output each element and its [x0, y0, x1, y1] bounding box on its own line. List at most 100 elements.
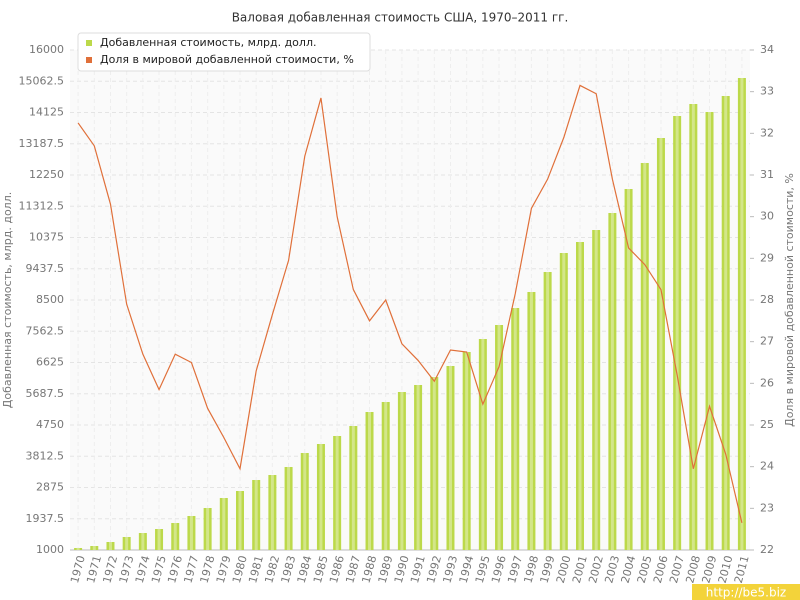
line	[77, 84, 743, 524]
bar	[252, 480, 261, 550]
bar	[559, 253, 568, 550]
bar-highlight	[173, 523, 177, 550]
bar-highlight	[287, 467, 291, 550]
y2-tick-label: 29	[760, 251, 774, 264]
bar-highlight	[125, 537, 129, 550]
bar-highlight	[206, 508, 210, 550]
y2-tick-label: 28	[760, 293, 774, 306]
bar-highlight	[627, 189, 631, 550]
bar	[721, 96, 730, 550]
bar-highlight	[529, 292, 533, 550]
bar-highlight	[76, 548, 80, 550]
watermark-bg	[692, 584, 800, 600]
y-tick-label: 12250	[29, 168, 64, 181]
bar	[462, 352, 471, 550]
bar	[268, 475, 277, 550]
bar-highlight	[675, 116, 679, 550]
legend-label: Добавленная стоимость, млрд. долл.	[100, 36, 316, 49]
y2-tick-label: 34	[760, 43, 774, 56]
y-tick-label: 1000	[36, 543, 64, 556]
y-tick-label: 7562.5	[26, 324, 65, 337]
bar	[365, 412, 374, 550]
bar-highlight	[724, 96, 728, 550]
bar-highlight	[594, 230, 598, 550]
y2-tick-label: 31	[760, 168, 774, 181]
y2-tick-label: 27	[760, 335, 774, 348]
bar	[640, 163, 649, 550]
y2-tick-label: 25	[760, 418, 774, 431]
y2-tick-label: 30	[760, 210, 774, 223]
bar-highlight	[659, 138, 663, 550]
y-axis-label: Добавленная стоимость, млрд. долл.	[1, 192, 14, 408]
bar	[576, 242, 584, 550]
bar-highlight	[270, 475, 274, 550]
bar-highlight	[465, 352, 469, 550]
y-tick-label: 2875	[36, 481, 64, 494]
bar-highlight	[416, 385, 420, 550]
bar	[495, 325, 504, 550]
bar-highlight	[108, 542, 112, 550]
bar	[414, 385, 423, 550]
y2-tick-label: 32	[760, 126, 774, 139]
bar	[705, 112, 714, 550]
bar	[187, 516, 196, 550]
bar-highlight	[481, 339, 485, 550]
legend-swatch	[86, 57, 92, 63]
legend-swatch	[86, 40, 92, 46]
bar	[106, 542, 115, 550]
bar	[138, 533, 147, 550]
bar	[543, 272, 552, 550]
bar-highlight	[141, 533, 145, 550]
bar	[349, 426, 358, 550]
chart-title: Валовая добавленная стоимость США, 1970–…	[232, 11, 569, 25]
bar-highlight	[448, 366, 452, 550]
y2-axis-label: Доля в мировой добавленной стоимости, %	[783, 173, 796, 427]
bar	[478, 339, 487, 550]
y-tick-label: 14125	[29, 106, 64, 119]
y2-tick-label: 26	[760, 376, 774, 389]
bar	[122, 537, 131, 550]
bar-highlight	[643, 163, 647, 550]
y-tick-label: 15062.5	[19, 74, 65, 87]
bar-highlight	[303, 453, 307, 550]
y-tick-label: 10375	[29, 231, 64, 244]
bar	[673, 116, 682, 550]
bar-highlight	[189, 516, 193, 550]
y2-tick-label: 23	[760, 501, 774, 514]
bar	[284, 467, 293, 550]
bar-highlight	[513, 308, 517, 550]
bar	[74, 548, 83, 550]
y2-tick-label: 33	[760, 85, 774, 98]
bar	[430, 377, 439, 550]
bar-highlight	[610, 213, 614, 550]
bar-highlight	[562, 253, 566, 550]
bar-highlight	[708, 112, 712, 550]
bar-highlight	[351, 426, 355, 550]
bar-highlight	[335, 436, 339, 550]
y-tick-label: 3812.5	[26, 449, 65, 462]
y2-tick-label: 22	[760, 543, 774, 556]
watermark: http://be5.biz	[706, 586, 786, 600]
legend-box	[77, 32, 371, 72]
bar-highlight	[432, 377, 436, 550]
y-tick-label: 9437.5	[26, 262, 65, 275]
bar-highlight	[497, 325, 501, 550]
bar	[236, 491, 244, 550]
bar	[90, 546, 99, 550]
y-tick-label: 1937.5	[26, 512, 65, 525]
bar-highlight	[222, 498, 226, 550]
bar	[203, 508, 212, 550]
bar-highlight	[740, 78, 744, 550]
legend-label: Доля в мировой добавленной стоимости, %	[100, 53, 354, 66]
y-tick-label: 11312.5	[19, 199, 65, 212]
bar	[446, 366, 455, 550]
bar	[592, 230, 601, 550]
bar-highlight	[400, 392, 404, 550]
bar	[656, 138, 665, 550]
bar	[171, 523, 180, 550]
legend: Добавленная стоимость, млрд. долл. Доля в…	[77, 32, 371, 72]
bar	[300, 453, 309, 550]
bar	[608, 213, 617, 550]
bar	[333, 436, 342, 550]
